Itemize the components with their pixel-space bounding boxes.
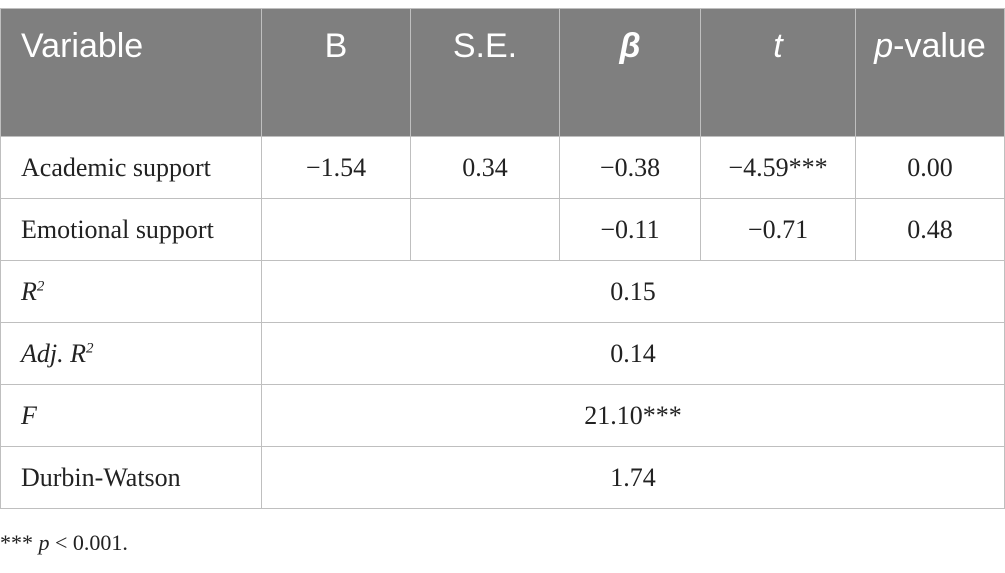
header-cell: Variable	[0, 8, 262, 137]
label: Adj. R	[21, 338, 86, 368]
cell: Durbin-Watson	[0, 446, 262, 509]
header-cell: t	[700, 8, 856, 137]
superscript: 2	[36, 277, 45, 294]
cell: R2	[0, 260, 262, 323]
footnote-text: ***	[0, 530, 33, 555]
row: Adj. R2 0.14	[0, 322, 1005, 385]
row: F 21.10***	[0, 384, 1005, 447]
cell	[410, 198, 560, 261]
row: Emotional support −0.11 −0.71 0.48	[0, 198, 1005, 261]
header-text: p	[874, 27, 894, 65]
cell: F	[0, 384, 262, 447]
cell: Academic support	[0, 136, 262, 199]
regression-table: Variable B S.E. β t p-value Academic sup…	[0, 8, 1005, 509]
cell: 1.74	[261, 446, 1005, 509]
header-row: Variable B S.E. β t p-value	[0, 8, 1005, 137]
cell	[261, 198, 411, 261]
cell: Emotional support	[0, 198, 262, 261]
cell: 21.10***	[261, 384, 1005, 447]
header-cell: B	[261, 8, 411, 137]
cell: 0.48	[855, 198, 1005, 261]
header-cell: S.E.	[410, 8, 560, 137]
cell: 0.14	[261, 322, 1005, 385]
cell: −0.11	[559, 198, 701, 261]
header-text: -value	[893, 27, 986, 65]
cell: −0.71	[700, 198, 856, 261]
row: Durbin-Watson 1.74	[0, 446, 1005, 509]
cell: 0.34	[410, 136, 560, 199]
cell: −4.59***	[700, 136, 856, 199]
row: R2 0.15	[0, 260, 1005, 323]
cell: −0.38	[559, 136, 701, 199]
footnote-text: p	[38, 530, 50, 555]
header-cell: β	[559, 8, 701, 137]
cell: −1.54	[261, 136, 411, 199]
cell: 0.15	[261, 260, 1005, 323]
footnote-text: < 0.001.	[55, 530, 128, 555]
header-cell: p-value	[855, 8, 1005, 137]
superscript: 2	[86, 339, 94, 356]
footnote: *** p < 0.001.	[0, 530, 128, 556]
cell: 0.00	[855, 136, 1005, 199]
row: Academic support −1.54 0.34 −0.38 −4.59*…	[0, 136, 1005, 199]
cell: Adj. R2	[0, 322, 262, 385]
label: R	[21, 276, 37, 306]
